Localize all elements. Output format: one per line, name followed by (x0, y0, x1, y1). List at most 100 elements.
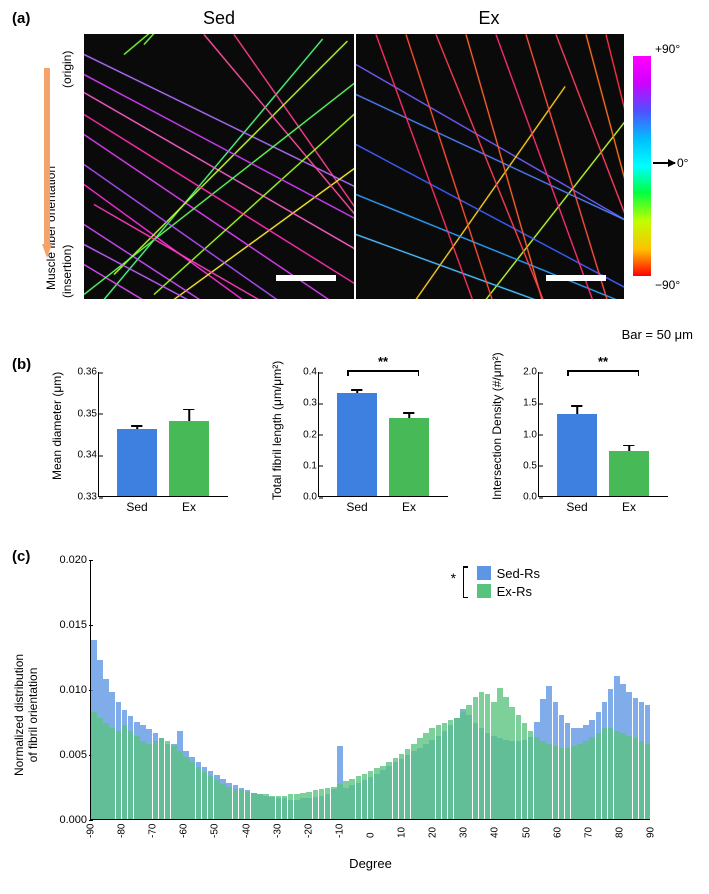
legend-swatch-ex (477, 584, 491, 598)
fiber-line (84, 54, 354, 208)
significance-stars: ** (598, 354, 608, 369)
hist-bar-ex (485, 694, 491, 819)
hist-bar-ex (288, 794, 294, 819)
hist-bar-ex (633, 738, 639, 819)
panel-a: (a) Sed Ex Muscle fiber orientation (ori… (8, 8, 701, 320)
hist-bar-ex (245, 792, 251, 819)
angle-color-scale: +90° 0° −90° (633, 34, 697, 299)
hist-bar-ex (473, 697, 479, 819)
y-tick: 0.010 (41, 684, 87, 696)
hist-bar-ex (282, 796, 288, 819)
y-tick: 0.3 (283, 398, 317, 409)
y-tick: 0.5 (503, 460, 537, 471)
hist-bar-ex (559, 748, 565, 820)
bar-ex (169, 421, 209, 496)
hist-bar-ex (577, 744, 583, 819)
hist-bar-ex (509, 707, 515, 819)
y-tick: 1.5 (503, 398, 537, 409)
chart-mean-diameter: Mean diameter (μm)0.330.340.350.36SedEx (56, 364, 236, 524)
hist-bar-ex (429, 728, 435, 819)
y-axis-label: Mean diameter (μm) (50, 372, 64, 480)
bar-sed (557, 414, 597, 497)
scale-bar-ex (546, 275, 606, 281)
error-bar (408, 412, 410, 418)
hist-bar-ex (313, 790, 319, 819)
hist-bar-ex (534, 737, 540, 819)
y-axis-label: Total fibril length (μm/μm²) (270, 361, 284, 500)
fiber-line (114, 41, 348, 275)
panel-c-label: (c) (12, 548, 30, 565)
hist-bar-ex (128, 731, 134, 819)
micrograph-ex (354, 34, 624, 299)
col-title-sed: Sed (84, 8, 354, 29)
x-category-label: Ex (169, 500, 209, 514)
hist-bar-ex (97, 718, 103, 819)
x-tick: 30 (459, 827, 470, 838)
hist-bar-ex (553, 746, 559, 819)
plot-area: 0.00.10.20.30.4SedEx** (318, 372, 448, 497)
scale-bar-sed (276, 275, 336, 281)
fiber-line (586, 34, 624, 299)
panel-c: (c) Normalized distribution of fibril or… (8, 546, 701, 886)
legend-brace-icon (463, 566, 465, 598)
legend-swatch-sed (477, 566, 491, 580)
hist-bar-ex (386, 762, 392, 819)
hist-bar-ex (645, 744, 651, 819)
hist-bar-ex (583, 741, 589, 819)
hist-bar-ex (454, 718, 460, 819)
hist-bar-ex (239, 790, 245, 819)
x-tick: 90 (646, 827, 657, 838)
hist-bar-ex (522, 723, 528, 819)
x-category-label: Ex (389, 500, 429, 514)
hist-bar-ex (220, 784, 226, 819)
x-tick: 70 (583, 827, 594, 838)
origin-label: (origin) (60, 51, 74, 88)
hist-bar-ex (202, 772, 208, 819)
significance-bar (347, 370, 419, 372)
y-tick: 0.005 (41, 749, 87, 761)
hist-bar-ex (349, 779, 355, 819)
x-tick: -40 (241, 824, 252, 838)
scale-bar-caption: Bar = 50 μm (622, 327, 693, 342)
hist-bar-ex (331, 787, 337, 820)
hist-bar-ex (196, 767, 202, 819)
bar-ex (609, 451, 649, 496)
hist-bar-ex (436, 725, 442, 819)
hist-bar-ex (183, 757, 189, 819)
hist-bar-ex (405, 749, 411, 819)
hist-bar-ex (171, 746, 177, 819)
legend: * Sed-Rs Ex-Rs (477, 564, 540, 600)
hist-bar-ex (516, 715, 522, 819)
hist-bar-ex (134, 736, 140, 819)
hist-bar-ex (159, 738, 165, 819)
hist-bar-ex (343, 781, 349, 819)
hist-bar-ex (503, 697, 509, 819)
hist-bar-ex (639, 741, 645, 819)
panel-b: (b) Mean diameter (μm)0.330.340.350.36Se… (8, 354, 701, 534)
hist-bar-ex (393, 758, 399, 819)
x-tick: -80 (117, 824, 128, 838)
hist-bar-ex (177, 751, 183, 819)
hist-bar-ex (103, 723, 109, 819)
error-bar (136, 425, 138, 429)
hist-bar-ex (528, 731, 534, 819)
hist-bar-ex (596, 733, 602, 819)
fiber-line (124, 34, 354, 55)
significance-stars: ** (378, 354, 388, 369)
hist-bar-ex (276, 796, 282, 819)
x-tick: 60 (552, 827, 563, 838)
figure-root: (a) Sed Ex Muscle fiber orientation (ori… (8, 8, 701, 886)
x-tick: -60 (179, 824, 190, 838)
hist-bar-ex (571, 746, 577, 819)
hist-bar-ex (417, 738, 423, 819)
y-tick: 0.0 (503, 492, 537, 503)
hist-bar-ex (608, 728, 614, 819)
fiber-line (84, 244, 354, 299)
hist-bar-ex (620, 733, 626, 819)
bar-sed (117, 429, 157, 496)
micrograph-sed (84, 34, 354, 299)
hist-bar-ex (442, 723, 448, 819)
hist-bar-ex (337, 784, 343, 819)
histogram-area: * Sed-Rs Ex-Rs Degree 0.0000.0050.0100.0… (90, 560, 650, 820)
x-category-label: Ex (609, 500, 649, 514)
